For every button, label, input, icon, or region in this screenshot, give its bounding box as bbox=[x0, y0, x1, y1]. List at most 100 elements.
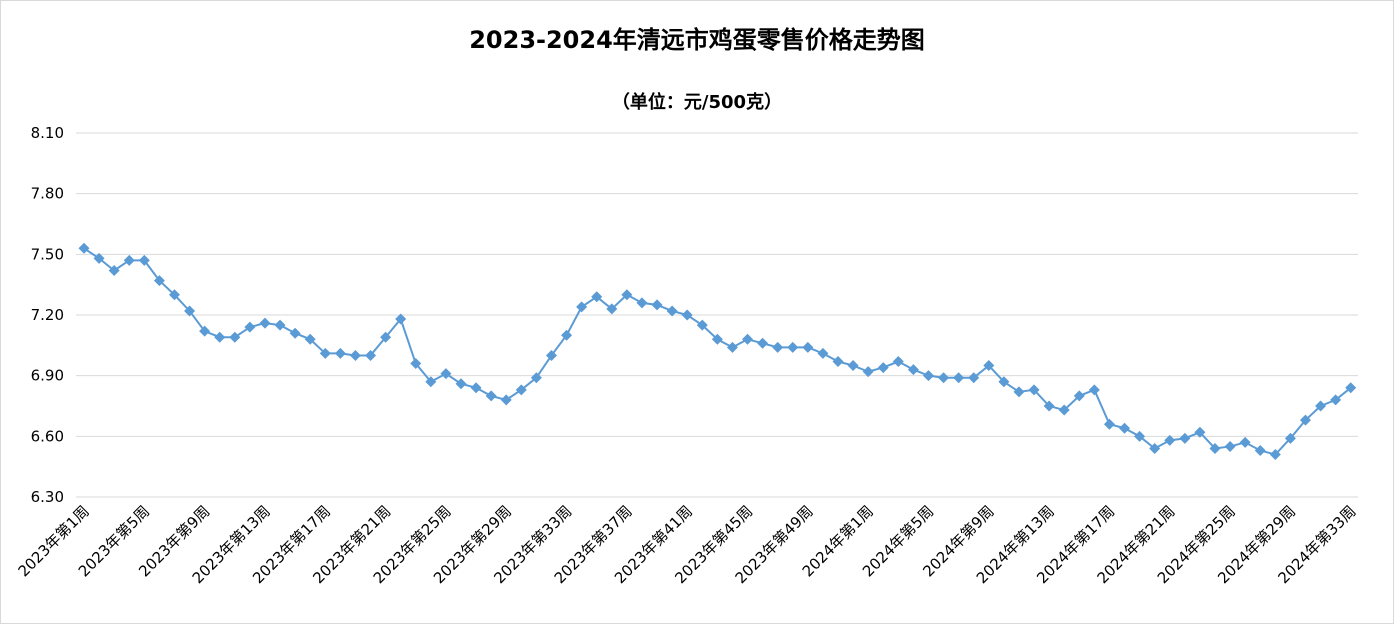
data-point-marker bbox=[817, 347, 829, 359]
data-point-marker bbox=[651, 299, 663, 311]
data-point-marker bbox=[561, 329, 573, 341]
data-point-marker bbox=[184, 305, 196, 317]
chart-title: 2023-2024年清远市鸡蛋零售价格走势图 bbox=[469, 26, 925, 54]
data-point-marker bbox=[289, 327, 301, 339]
data-point-marker bbox=[576, 301, 588, 313]
data-point-marker bbox=[153, 275, 165, 287]
chart-subtitle: （单位：元/500克） bbox=[611, 92, 783, 113]
data-point-marker bbox=[1269, 449, 1281, 461]
data-point-marker bbox=[1179, 432, 1191, 444]
data-point-marker bbox=[93, 252, 105, 264]
data-point-marker bbox=[440, 368, 452, 380]
data-point-marker bbox=[1254, 444, 1266, 456]
series-markers bbox=[78, 242, 1357, 461]
data-point-marker bbox=[711, 333, 723, 345]
data-point-marker bbox=[395, 313, 407, 325]
data-point-marker bbox=[953, 372, 965, 384]
data-point-marker bbox=[304, 333, 316, 345]
data-point-marker bbox=[1134, 430, 1146, 442]
data-point-marker bbox=[244, 321, 256, 333]
data-point-marker bbox=[1073, 390, 1085, 402]
price-line bbox=[83, 247, 1352, 456]
data-point-marker bbox=[365, 349, 377, 361]
data-point-marker bbox=[787, 341, 799, 353]
data-point-marker bbox=[998, 376, 1010, 388]
data-point-marker bbox=[938, 372, 950, 384]
data-point-marker bbox=[455, 378, 467, 390]
y-tick-label: 7.80 bbox=[31, 185, 64, 203]
y-axis-ticks: 6.30 6.60 6.90 7.20 7.50 7.80 8.10 bbox=[31, 124, 64, 506]
gridlines bbox=[76, 132, 1358, 498]
data-point-marker bbox=[1209, 442, 1221, 454]
data-point-marker bbox=[726, 341, 738, 353]
data-point-marker bbox=[138, 254, 150, 266]
data-point-marker bbox=[334, 347, 346, 359]
data-point-marker bbox=[1315, 400, 1327, 412]
data-point-marker bbox=[606, 303, 618, 315]
data-point-marker bbox=[1088, 384, 1100, 396]
data-point-marker bbox=[108, 265, 120, 277]
data-point-marker bbox=[772, 341, 784, 353]
data-point-marker bbox=[907, 364, 919, 376]
data-point-marker bbox=[892, 356, 904, 368]
data-point-marker bbox=[636, 297, 648, 309]
data-point-marker bbox=[621, 289, 633, 301]
data-point-marker bbox=[802, 341, 814, 353]
data-point-marker bbox=[199, 325, 211, 337]
data-point-marker bbox=[1330, 394, 1342, 406]
data-point-marker bbox=[349, 349, 361, 361]
data-point-marker bbox=[78, 242, 90, 254]
data-point-marker bbox=[123, 254, 135, 266]
data-point-marker bbox=[847, 360, 859, 372]
y-tick-label: 8.10 bbox=[31, 124, 64, 142]
y-tick-label: 7.50 bbox=[31, 245, 64, 263]
data-point-marker bbox=[1239, 436, 1251, 448]
data-point-marker bbox=[757, 337, 769, 349]
data-point-marker bbox=[983, 360, 995, 372]
data-point-marker bbox=[229, 331, 241, 343]
data-point-marker bbox=[500, 394, 512, 406]
data-point-marker bbox=[922, 370, 934, 382]
data-point-marker bbox=[1345, 382, 1357, 394]
data-point-marker bbox=[1164, 434, 1176, 446]
y-tick-label: 6.90 bbox=[31, 367, 64, 385]
data-point-marker bbox=[742, 333, 754, 345]
x-axis-ticks: 2023年第1周2023年第5周2023年第9周2023年第13周2023年第1… bbox=[15, 502, 1360, 587]
data-point-marker bbox=[410, 358, 422, 370]
data-point-marker bbox=[1028, 384, 1040, 396]
data-point-marker bbox=[877, 362, 889, 374]
data-point-marker bbox=[545, 349, 557, 361]
data-point-marker bbox=[1224, 440, 1236, 452]
series-line bbox=[83, 247, 1352, 456]
y-tick-label: 7.20 bbox=[31, 306, 64, 324]
data-point-marker bbox=[168, 289, 180, 301]
data-point-marker bbox=[470, 382, 482, 394]
data-point-marker bbox=[1284, 432, 1296, 444]
data-point-marker bbox=[1299, 414, 1311, 426]
data-point-marker bbox=[1058, 404, 1070, 416]
data-point-marker bbox=[425, 376, 437, 388]
data-point-marker bbox=[1013, 386, 1025, 398]
data-point-marker bbox=[968, 372, 980, 384]
data-point-marker bbox=[1103, 418, 1115, 430]
data-point-marker bbox=[214, 331, 226, 343]
data-point-marker bbox=[1194, 426, 1206, 438]
data-point-marker bbox=[1043, 400, 1055, 412]
data-point-marker bbox=[515, 384, 527, 396]
data-point-marker bbox=[862, 366, 874, 378]
data-point-marker bbox=[832, 356, 844, 368]
data-point-marker bbox=[380, 331, 392, 343]
data-point-marker bbox=[274, 319, 286, 331]
data-point-marker bbox=[591, 291, 603, 303]
data-point-marker bbox=[1149, 442, 1161, 454]
data-point-marker bbox=[259, 317, 271, 329]
data-point-marker bbox=[1119, 422, 1131, 434]
data-point-marker bbox=[666, 305, 678, 317]
y-tick-label: 6.30 bbox=[31, 488, 64, 506]
data-point-marker bbox=[530, 372, 542, 384]
y-tick-label: 6.60 bbox=[31, 427, 64, 445]
data-point-marker bbox=[681, 309, 693, 321]
data-point-marker bbox=[485, 390, 497, 402]
